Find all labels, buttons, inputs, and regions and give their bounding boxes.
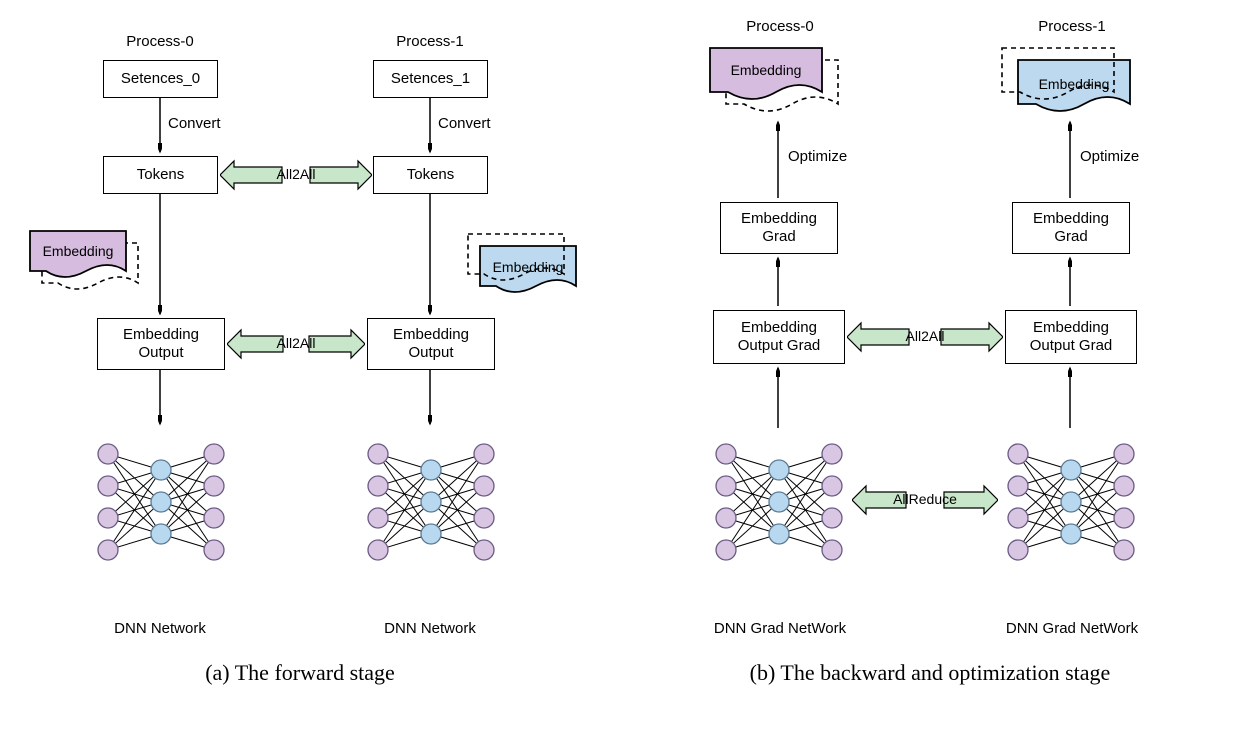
- arrow-sent1-tokens: [428, 98, 432, 156]
- b-process-0-title: Process-0: [720, 18, 840, 35]
- b-arrow-opt-0: [776, 118, 780, 202]
- dnn-network-label-1: DNN Network: [370, 620, 490, 637]
- arrow-embout0-dnn: [158, 370, 162, 428]
- b-embedding-outgrad-0: Embedding Output Grad: [713, 310, 845, 364]
- embedding-doc-0: Embedding: [22, 225, 152, 305]
- caption-a: (a) The forward stage: [140, 660, 460, 686]
- b-embedding-grad-1: Embedding Grad: [1012, 202, 1130, 254]
- arrow-tok0-embout: [158, 194, 162, 318]
- b-arrow-dnn0-outgrad: [776, 364, 780, 432]
- dnn-1: [360, 432, 502, 577]
- embedding-doc-1: Embedding: [460, 228, 590, 308]
- b-arrow-dnn1-outgrad: [1068, 364, 1072, 432]
- b-dnn-1: [1000, 432, 1142, 577]
- caption-b: (b) The backward and optimization stage: [720, 660, 1140, 686]
- arrow-tok1-embout: [428, 194, 432, 318]
- arrow-sent0-tokens: [158, 98, 162, 156]
- sentences-1-box: Setences_1: [373, 60, 488, 98]
- b-dnn-grad-label-0: DNN Grad NetWork: [700, 620, 860, 637]
- b-embedding-grad-0: Embedding Grad: [720, 202, 838, 254]
- dnn-network-label-0: DNN Network: [100, 620, 220, 637]
- b-optimize-0: Optimize: [788, 148, 847, 165]
- arrow-embout1-dnn: [428, 370, 432, 428]
- b-arrow-outgrad0-grad: [776, 254, 780, 310]
- all2all-embout: All2All: [227, 324, 365, 364]
- dnn-0: [90, 432, 232, 577]
- tokens-0-box: Tokens: [103, 156, 218, 194]
- b-dnn-grad-label-1: DNN Grad NetWork: [992, 620, 1152, 637]
- process-1-title: Process-1: [370, 33, 490, 50]
- convert-label-1: Convert: [438, 115, 491, 132]
- tokens-1-box: Tokens: [373, 156, 488, 194]
- embedding-output-0: Embedding Output: [97, 318, 225, 370]
- b-arrow-opt-1: [1068, 118, 1072, 202]
- panel-forward: Process-0 Process-1 Setences_0 Setences_…: [0, 0, 620, 742]
- sentences-0-box: Setences_0: [103, 60, 218, 98]
- b-embedding-outgrad-1: Embedding Output Grad: [1005, 310, 1137, 364]
- process-0-title: Process-0: [100, 33, 220, 50]
- svg-text:Embedding: Embedding: [43, 243, 114, 259]
- b-process-1-title: Process-1: [1012, 18, 1132, 35]
- all2all-tokens: All2All: [220, 155, 372, 195]
- convert-label-0: Convert: [168, 115, 221, 132]
- panel-backward: Process-0 Process-1 Embedding Embedding …: [620, 0, 1243, 742]
- b-embedding-doc-0: Embedding: [700, 42, 850, 127]
- b-arrow-outgrad1-grad: [1068, 254, 1072, 310]
- b-all2all-outgrad: All2All: [847, 317, 1003, 357]
- b-optimize-1: Optimize: [1080, 148, 1139, 165]
- b-embedding-doc-1: Embedding: [992, 42, 1142, 127]
- embedding-output-1: Embedding Output: [367, 318, 495, 370]
- b-allreduce: AllReduce: [852, 480, 998, 520]
- svg-text:Embedding: Embedding: [731, 62, 802, 78]
- b-dnn-0: [708, 432, 850, 577]
